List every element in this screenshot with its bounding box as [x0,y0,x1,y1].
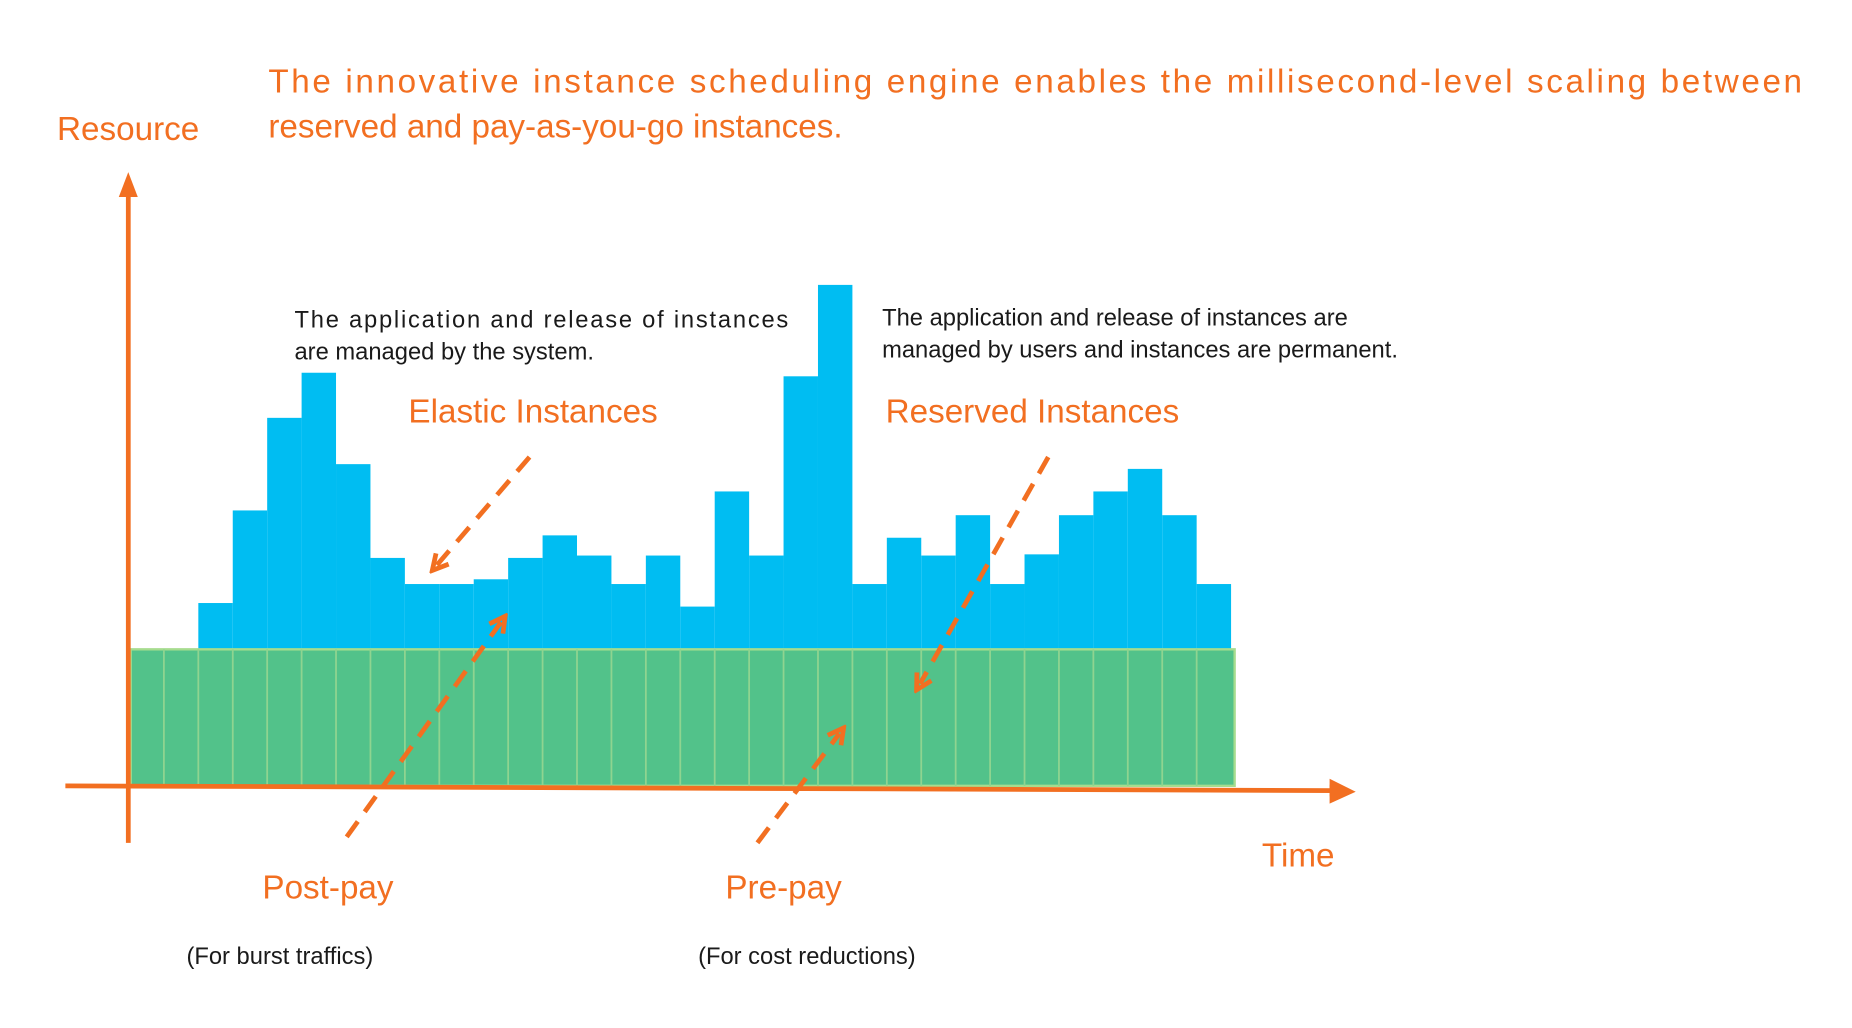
description: The application and release of instances… [882,305,1348,331]
y-arrowhead [118,172,138,198]
billing-note: (For burst traffics) [186,944,373,970]
description: are managed by the system. [294,340,593,366]
axes [65,183,1342,843]
title-line: The innovative instance scheduling engin… [268,64,1802,101]
region-label: Elastic Instances [408,394,657,431]
description: managed by users and instances are perma… [882,337,1398,363]
title-line: reserved and pay-as-you-go instances. [268,109,842,146]
dashed-arrows [344,455,1051,845]
billing-label: Pre-pay [725,870,842,907]
billing-note: (For cost reductions) [698,944,916,970]
description: The application and release of instances [294,308,788,334]
reserved-area [129,648,1236,788]
region-label: Reserved Instances [886,394,1180,431]
billing-label: Post-pay [262,870,393,907]
y-axis-label: Resource [57,111,199,148]
x-axis-label: Time [1262,838,1335,875]
x-arrowhead [1329,778,1356,804]
